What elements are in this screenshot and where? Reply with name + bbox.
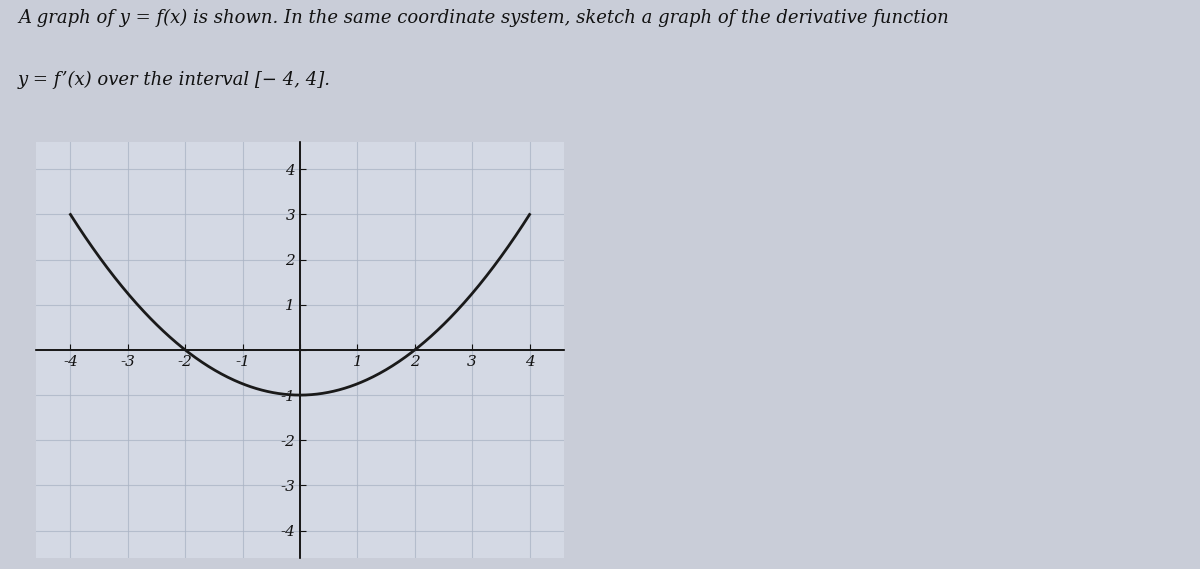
Text: A graph of y = f(x) is shown. In the same coordinate system, sketch a graph of t: A graph of y = f(x) is shown. In the sam… [18, 9, 949, 27]
Text: y = f’(x) over the interval [− 4, 4].: y = f’(x) over the interval [− 4, 4]. [18, 71, 331, 89]
